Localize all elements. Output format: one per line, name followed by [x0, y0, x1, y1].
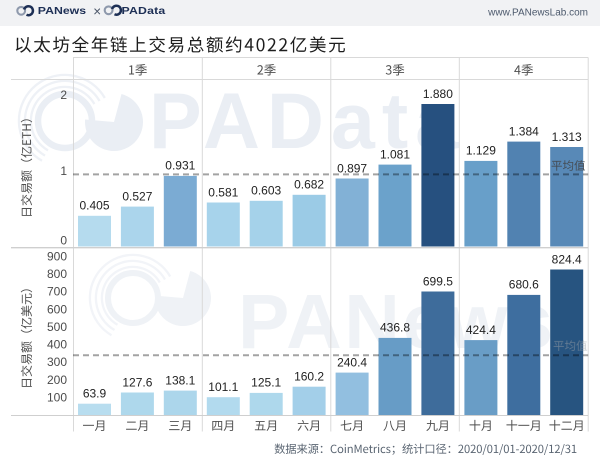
- svg-text:1.880: 1.880: [423, 87, 453, 101]
- svg-text:400: 400: [47, 338, 67, 352]
- svg-text:PAData: PAData: [122, 6, 167, 17]
- svg-text:800: 800: [47, 267, 67, 281]
- svg-text:63.9: 63.9: [83, 387, 107, 401]
- svg-text:0: 0: [60, 234, 67, 248]
- svg-text:900: 900: [47, 249, 67, 263]
- svg-text:300: 300: [47, 355, 67, 369]
- svg-text:824.4: 824.4: [552, 252, 582, 266]
- svg-text:200: 200: [47, 373, 67, 387]
- svg-text:1.129: 1.129: [466, 144, 496, 158]
- svg-text:0.897: 0.897: [337, 161, 367, 175]
- svg-text:0.682: 0.682: [294, 178, 324, 192]
- svg-text:699.5: 699.5: [423, 274, 453, 288]
- svg-text:1.384: 1.384: [509, 124, 539, 138]
- svg-text:240.4: 240.4: [337, 355, 367, 369]
- svg-text:1: 1: [60, 164, 67, 178]
- svg-text:424.4: 424.4: [466, 323, 496, 337]
- svg-text:0.527: 0.527: [122, 189, 152, 203]
- svg-text:PANews: PANews: [38, 6, 86, 17]
- svg-text:1.081: 1.081: [380, 147, 410, 161]
- svg-text:100: 100: [47, 391, 67, 405]
- svg-text:680.6: 680.6: [509, 278, 539, 292]
- svg-text:×: ×: [93, 4, 101, 19]
- svg-text:1.313: 1.313: [552, 130, 582, 144]
- svg-text:160.2: 160.2: [294, 370, 324, 384]
- svg-text:500: 500: [47, 320, 67, 334]
- svg-text:101.1: 101.1: [208, 380, 238, 394]
- svg-text:127.6: 127.6: [122, 375, 152, 389]
- svg-text:0.931: 0.931: [165, 159, 195, 173]
- svg-text:700: 700: [47, 285, 67, 299]
- svg-text:PAData: PAData: [149, 76, 466, 165]
- svg-text:600: 600: [47, 302, 67, 316]
- svg-text:436.8: 436.8: [380, 321, 410, 335]
- svg-text:0.581: 0.581: [208, 185, 238, 199]
- svg-text:138.1: 138.1: [165, 373, 195, 387]
- svg-text:0.405: 0.405: [79, 199, 109, 213]
- svg-text:0.603: 0.603: [251, 184, 281, 198]
- svg-text:125.1: 125.1: [251, 376, 281, 390]
- svg-text:2: 2: [60, 88, 67, 102]
- svg-text:www.PANewsLab.com: www.PANewsLab.com: [487, 8, 588, 19]
